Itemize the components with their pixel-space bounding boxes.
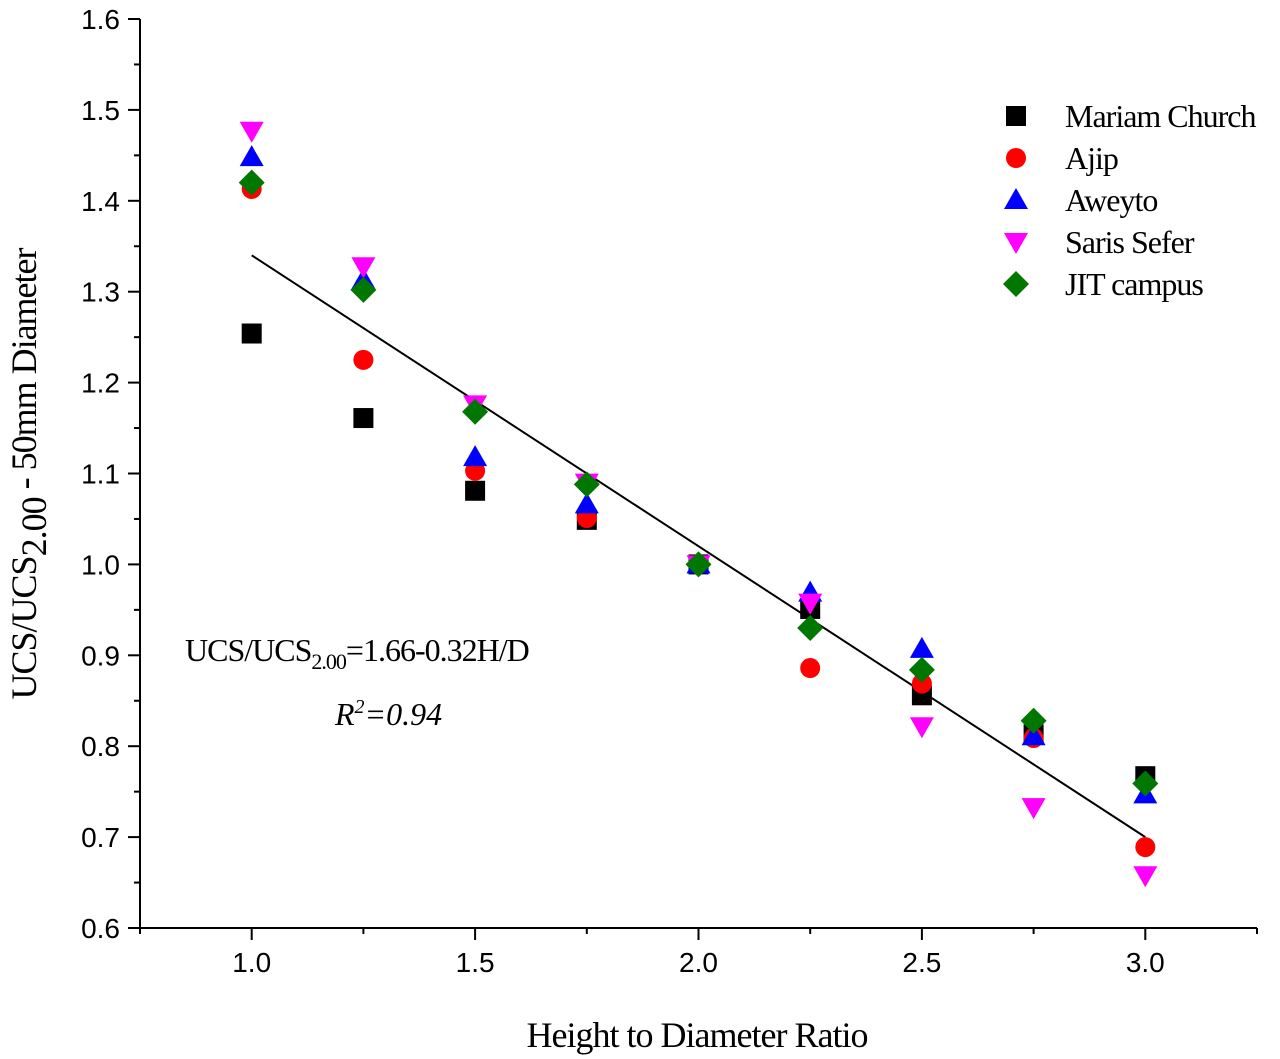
y-axis-label-main: UCS/UCS xyxy=(4,556,44,699)
point-jit-campus xyxy=(238,169,265,196)
point-saris-sefer xyxy=(909,717,934,739)
equation-rhs: =1.66-0.32H/D xyxy=(346,632,529,668)
axes: 0.6 0.7 0.8 0.9 1.0 1.1 1.2 1.3 1.4 1.5 1.6 1.0 1.5 2… xyxy=(81,4,1258,978)
equation-sub: 2.00 xyxy=(311,649,347,674)
point-jit-campus xyxy=(685,551,712,578)
point-jit-campus xyxy=(462,398,489,425)
point-saris-sefer xyxy=(239,121,264,143)
equation-lhs: UCS/UCS xyxy=(185,632,311,668)
y-tick-label: 1.1 xyxy=(81,459,120,490)
y-tick-label: 1.0 xyxy=(81,549,120,580)
x-tick-label: 2.5 xyxy=(902,947,941,978)
y-axis-label-sub: 2.00 xyxy=(14,497,54,556)
y-tick-label: 0.9 xyxy=(81,640,120,671)
point-jit-campus xyxy=(1132,770,1159,797)
point-mariam-church xyxy=(241,323,262,344)
point-aweyto xyxy=(574,492,599,514)
y-tick-label: 1.5 xyxy=(81,95,120,126)
point-mariam-church xyxy=(465,480,486,501)
legend: Mariam Church Ajip Aweyto Saris Sefer JIT ca… xyxy=(1003,98,1258,302)
legend-label-ajip: Ajip xyxy=(1065,140,1118,176)
y-tick-label: 0.7 xyxy=(81,822,120,853)
point-jit-campus xyxy=(350,276,377,303)
point-jit-campus xyxy=(908,656,935,683)
point-aweyto xyxy=(463,445,488,467)
point-ajip xyxy=(353,349,374,370)
x-tick-label: 1.0 xyxy=(232,947,271,978)
x-tick-label: 1.5 xyxy=(456,947,495,978)
legend-marker-saris-sefer xyxy=(1004,233,1028,254)
point-saris-sefer xyxy=(351,257,376,279)
point-ajip xyxy=(800,658,821,679)
r2-label: R xyxy=(334,696,355,732)
equation-annotation: UCS/UCS2.00=1.66-0.32H/D xyxy=(185,632,529,674)
point-mariam-church xyxy=(353,408,374,429)
legend-marker-ajip xyxy=(1006,148,1026,168)
legend-marker-jit-campus xyxy=(1003,271,1029,297)
point-jit-campus xyxy=(1020,707,1047,734)
x-tick-label: 2.0 xyxy=(679,947,718,978)
data-points xyxy=(238,121,1159,888)
point-aweyto xyxy=(909,636,934,658)
x-tick-label: 3.0 xyxy=(1126,947,1165,978)
point-ajip xyxy=(911,673,932,694)
fit-line-group xyxy=(251,254,1146,838)
point-aweyto xyxy=(239,145,264,167)
point-saris-sefer xyxy=(1021,798,1046,820)
point-jit-campus xyxy=(797,615,824,642)
point-ajip xyxy=(1135,837,1156,858)
y-tick-label: 1.2 xyxy=(81,368,120,399)
r2-annotation: R2=0.94 xyxy=(334,696,442,732)
fit-line xyxy=(251,254,1146,838)
y-tick-label: 0.8 xyxy=(81,731,120,762)
y-axis-label-rest: - 50mm Diameter xyxy=(4,247,44,497)
point-aweyto xyxy=(1021,724,1046,746)
point-jit-campus xyxy=(573,471,600,498)
r2-sup: 2 xyxy=(355,696,365,718)
r2-value: =0.94 xyxy=(365,696,443,732)
legend-label-jit-campus: JIT campus xyxy=(1065,266,1203,302)
legend-label-mariam-church: Mariam Church xyxy=(1065,98,1257,134)
legend-label-saris-sefer: Saris Sefer xyxy=(1065,224,1195,260)
y-tick-label: 0.6 xyxy=(81,913,120,944)
legend-marker-aweyto xyxy=(1004,188,1028,209)
legend-label-aweyto: Aweyto xyxy=(1065,182,1157,218)
y-tick-label: 1.3 xyxy=(81,277,120,308)
y-axis-label: UCS/UCS2.00 - 50mm Diameter xyxy=(4,247,54,699)
y-tick-label: 1.6 xyxy=(81,4,120,35)
point-saris-sefer xyxy=(1133,866,1158,888)
y-tick-label: 1.4 xyxy=(81,186,120,217)
point-saris-sefer xyxy=(798,593,823,615)
x-axis-label: Height to Diameter Ratio xyxy=(527,1015,868,1055)
legend-marker-mariam-church xyxy=(1006,106,1026,126)
